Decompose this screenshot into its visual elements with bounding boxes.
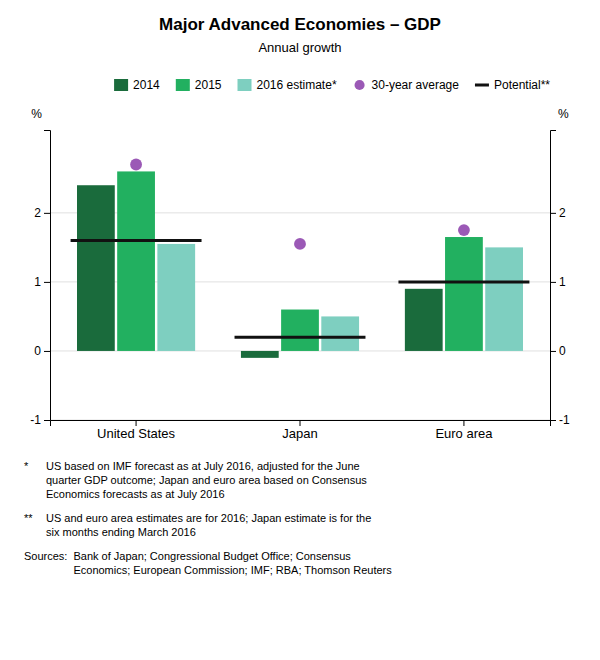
footnote-label: * xyxy=(24,460,29,472)
subtitle: Annual growth xyxy=(258,40,341,55)
axis-line xyxy=(551,131,557,421)
axis-line xyxy=(51,421,551,427)
legend-label: Potential** xyxy=(494,78,550,92)
bar xyxy=(241,351,279,358)
legend-label: 2016 estimate* xyxy=(257,78,337,92)
legend-swatch xyxy=(355,80,365,90)
tick-label: 1 xyxy=(559,275,566,289)
tick-mark xyxy=(44,420,50,421)
tick: 0 xyxy=(550,344,566,358)
footnote-text: US and euro area estimates are for 2016;… xyxy=(46,512,371,538)
tick-mark xyxy=(550,282,556,283)
y2-axis-title: % xyxy=(558,107,569,121)
bar xyxy=(321,316,359,351)
legend-swatch xyxy=(475,84,489,87)
y-axis-title: % xyxy=(31,107,42,121)
tick-mark xyxy=(463,420,464,426)
tick-mark xyxy=(136,420,137,426)
tick-label: -1 xyxy=(30,413,41,427)
tick-mark xyxy=(44,213,50,214)
legend-label: 2015 xyxy=(195,78,222,92)
footnotes: * US based on IMF forecast as at July 201… xyxy=(24,460,392,576)
tick-mark xyxy=(44,351,50,352)
marks xyxy=(71,159,530,358)
bar xyxy=(445,237,483,351)
tick: 2 xyxy=(550,206,566,220)
tick-label: United States xyxy=(97,426,176,441)
bar xyxy=(77,185,115,351)
point xyxy=(458,224,470,236)
bar-series xyxy=(157,244,523,351)
tick-mark xyxy=(550,351,556,352)
tick-label: -1 xyxy=(559,413,570,427)
legend-label: 2014 xyxy=(133,78,160,92)
axis-line xyxy=(44,131,51,421)
bar xyxy=(157,244,195,351)
bar-series xyxy=(117,171,483,351)
tick-mark xyxy=(550,213,556,214)
legend-swatch xyxy=(114,79,128,91)
title: Major Advanced Economies – GDP xyxy=(159,15,441,34)
y2-axis: -1 0 1 2 xyxy=(550,131,570,428)
footnote-text: Bank of Japan; Congressional Budget Offi… xyxy=(73,550,392,576)
plot: -1 0 1 2 -1 0 1 2 United States Japan Euro area%% xyxy=(30,107,570,441)
tick: 0 xyxy=(34,344,50,358)
footnote-text: US based on IMF forecast as at July 2016… xyxy=(46,460,367,500)
point-series xyxy=(130,159,470,250)
bar xyxy=(117,171,155,351)
level-line xyxy=(71,239,202,242)
tick: United States xyxy=(97,420,176,441)
legend-item: 30-year average xyxy=(355,78,460,92)
tick: 2 xyxy=(34,206,50,220)
level-series xyxy=(71,240,530,337)
level-line xyxy=(398,280,529,283)
tick-label: 0 xyxy=(559,344,566,358)
point xyxy=(294,238,306,250)
tick: Euro area xyxy=(435,420,493,441)
legend-swatch xyxy=(238,79,252,91)
legend-item: Potential** xyxy=(475,78,550,92)
legend: 2014 2015 2016 estimate* 30-year average Pot… xyxy=(114,78,550,92)
tick-mark xyxy=(44,282,50,283)
tick: Japan xyxy=(282,420,317,441)
tick: -1 xyxy=(550,413,570,427)
tick-label: 0 xyxy=(34,344,41,358)
tick-label: 2 xyxy=(559,206,566,220)
bar xyxy=(405,289,443,351)
legend-item: 2014 xyxy=(114,78,160,92)
level-line xyxy=(235,336,366,339)
x-axis: United States Japan Euro area xyxy=(51,420,551,441)
tick-label: Japan xyxy=(282,426,317,441)
bar xyxy=(281,310,319,351)
legend-item: 2015 xyxy=(176,78,222,92)
footnote-label: Sources: xyxy=(24,550,67,562)
tick: 1 xyxy=(34,275,50,289)
tick: -1 xyxy=(30,413,50,427)
chart: Major Advanced Economies – GDP Annual gro… xyxy=(0,0,600,660)
y-axis: -1 0 1 2 xyxy=(30,131,50,428)
tick-label: Euro area xyxy=(435,426,493,441)
legend-swatch xyxy=(176,79,190,91)
point xyxy=(130,159,142,171)
tick-label: 2 xyxy=(34,206,41,220)
tick-label: 1 xyxy=(34,275,41,289)
tick: 1 xyxy=(550,275,566,289)
legend-label: 30-year average xyxy=(372,78,460,92)
bar xyxy=(485,247,523,351)
legend-item: 2016 estimate* xyxy=(238,78,337,92)
footnote-label: ** xyxy=(24,512,33,524)
tick-mark xyxy=(300,420,301,426)
